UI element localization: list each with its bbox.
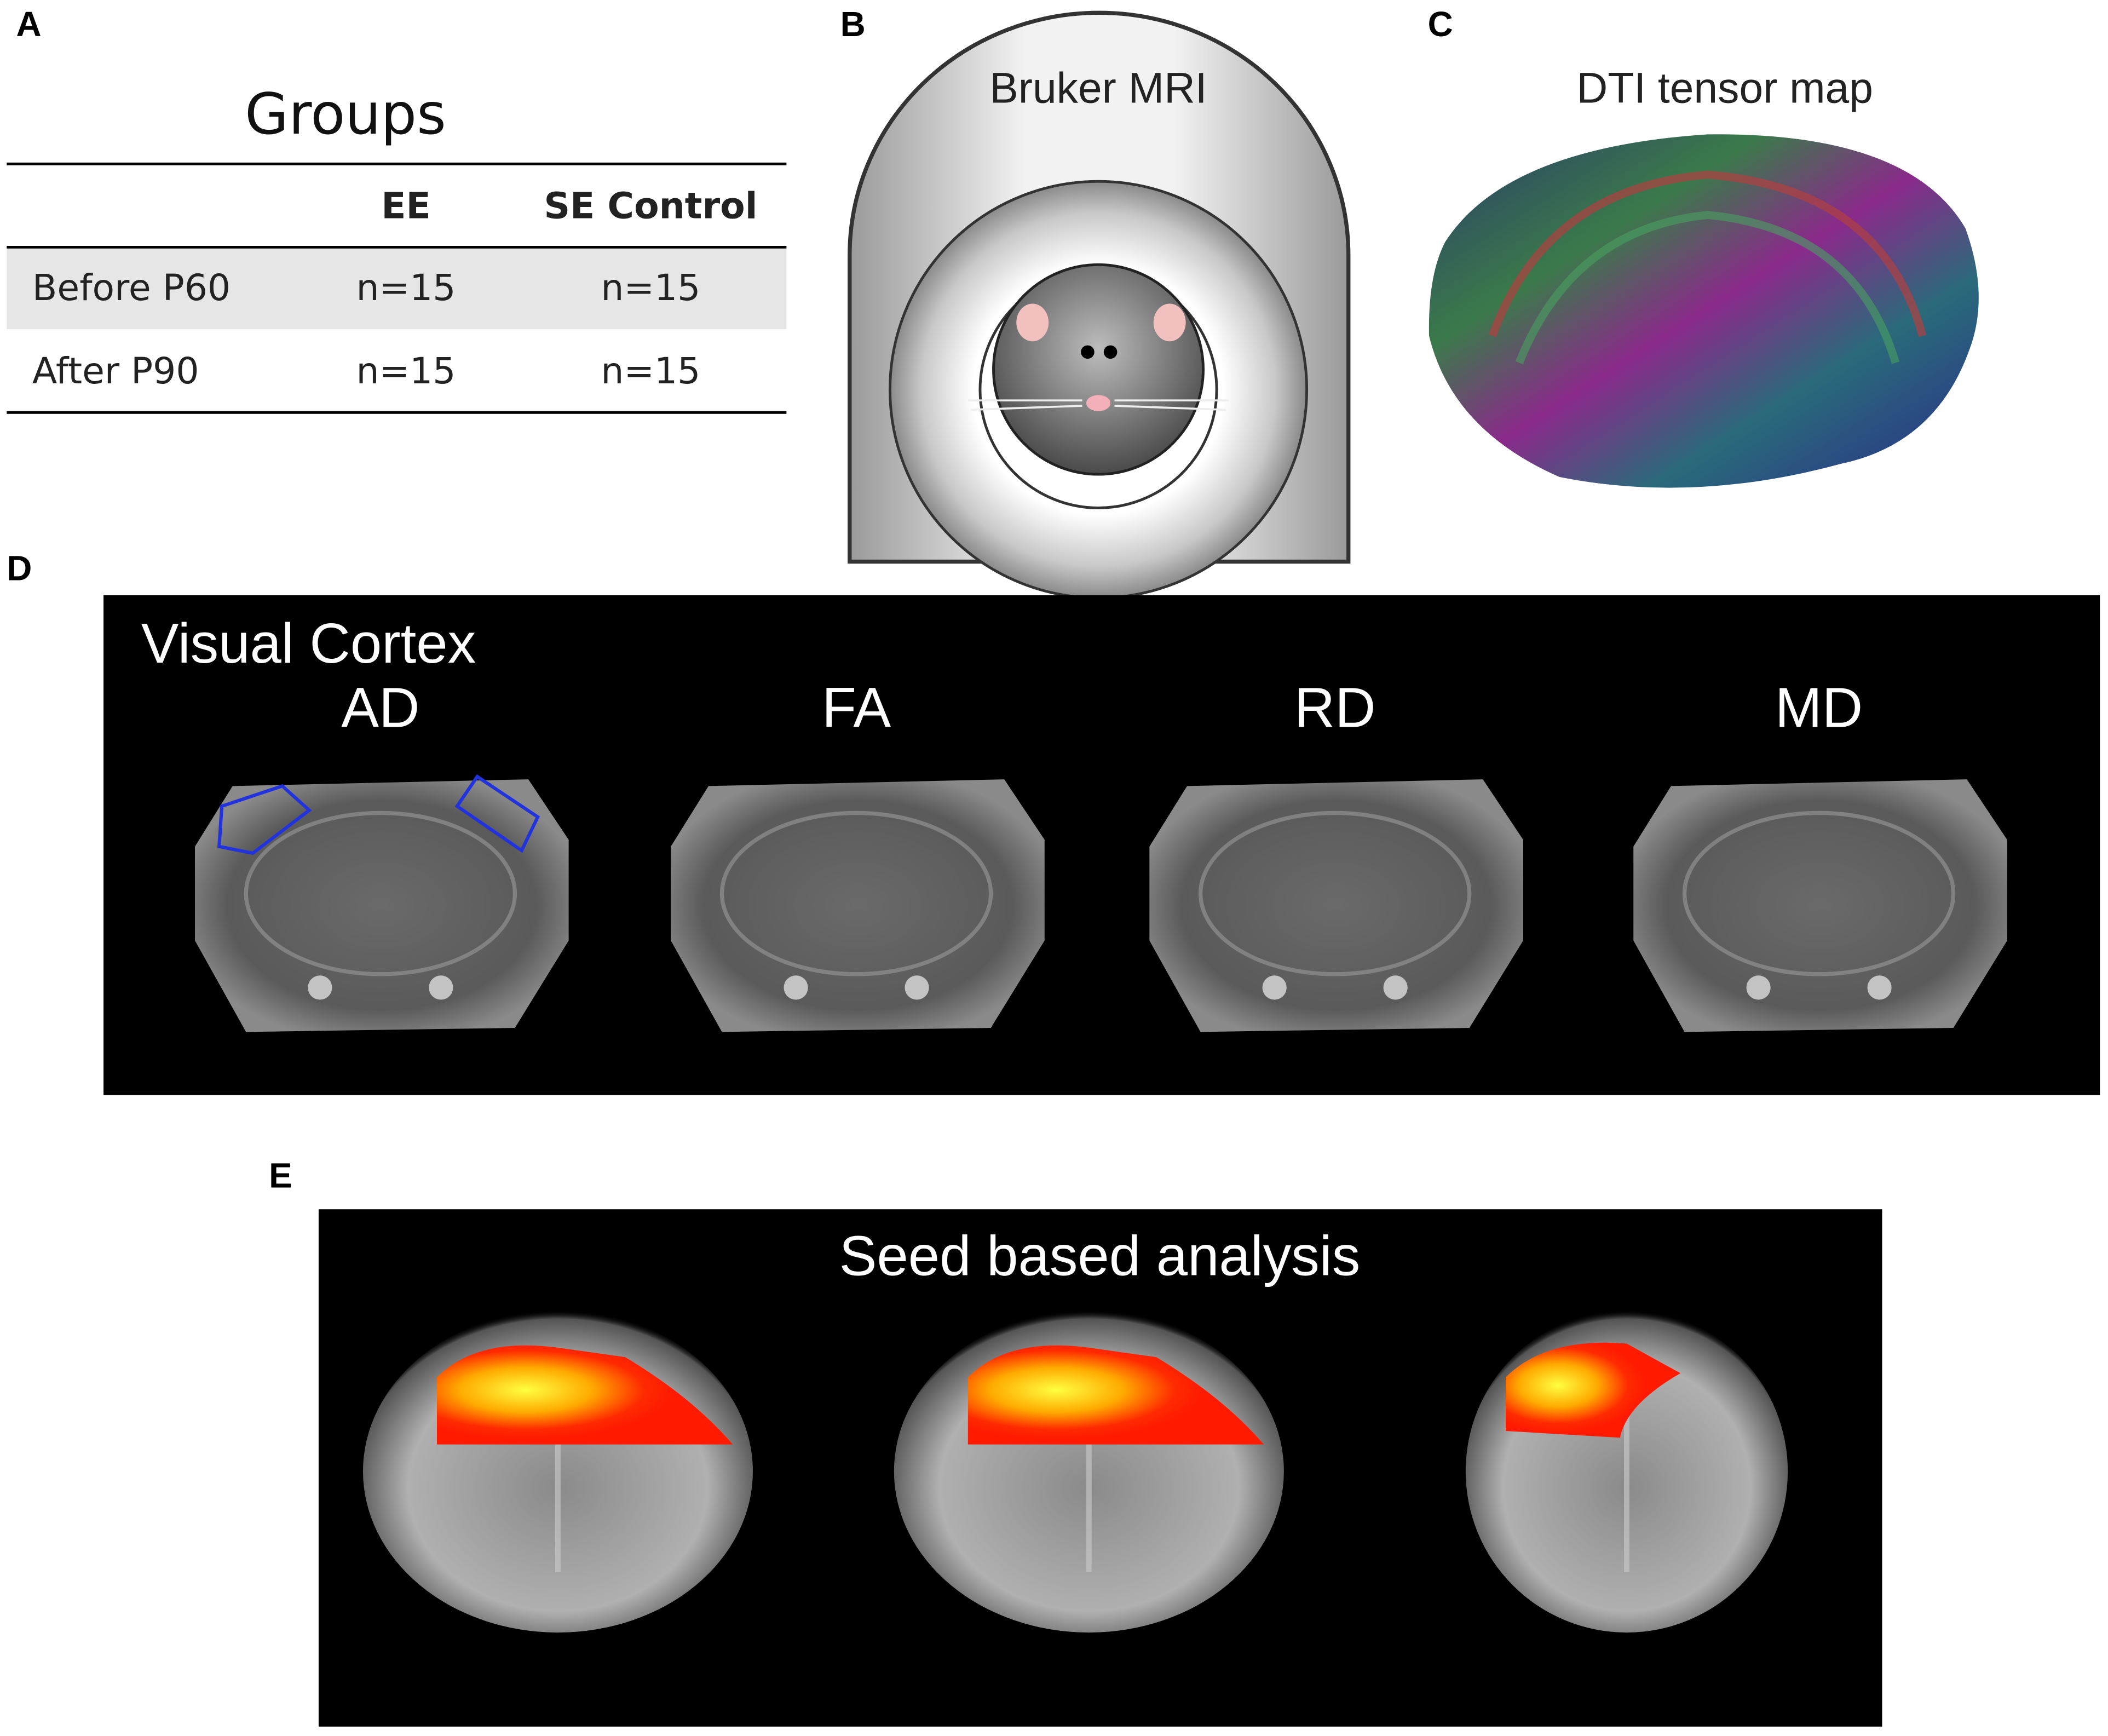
panel-label: E: [269, 1156, 292, 1195]
brain-structure: [719, 810, 993, 976]
table-title: Groups: [245, 82, 446, 147]
brain-structure: [1198, 810, 1472, 976]
tensor-tract: [1488, 170, 1927, 337]
roi-outline: [217, 784, 312, 855]
tensor-map-image: [1429, 134, 1979, 488]
bright-spot: [905, 975, 929, 1000]
table-row-shade: [7, 248, 787, 330]
brain-structure: [1682, 810, 1956, 976]
map-label: FA: [822, 676, 891, 739]
mouse-nose: [1086, 395, 1111, 411]
table-cell: n=15: [601, 349, 700, 392]
bright-spot: [429, 975, 453, 1000]
bright-spot: [1262, 975, 1287, 1000]
bright-spot: [308, 975, 332, 1000]
map-label: RD: [1294, 676, 1376, 739]
tensor-tract: [1515, 211, 1900, 365]
bright-spot: [1867, 975, 1892, 1000]
panel-label: D: [7, 549, 32, 588]
mouse-head: [992, 263, 1205, 476]
brain-slice: [1633, 779, 2007, 1032]
activation: [1506, 1342, 1681, 1438]
mouse-eye: [1081, 345, 1095, 359]
bright-spot: [1383, 975, 1408, 1000]
map-label: AD: [341, 676, 419, 739]
activation: [436, 1345, 733, 1445]
brain-slice: [671, 779, 1045, 1032]
mouse-ear: [1153, 303, 1186, 342]
panel-label: A: [16, 4, 41, 44]
bright-spot: [1746, 975, 1771, 1000]
column-header: SE Control: [544, 184, 757, 227]
brain-slice: [195, 779, 569, 1032]
tensor-map-title: DTI tensor map: [1577, 64, 1873, 112]
map-label: MD: [1775, 676, 1863, 739]
region-label: Visual Cortex: [141, 612, 476, 675]
column-header: EE: [381, 184, 431, 227]
brain-slice: [1149, 779, 1523, 1032]
row-label: After P90: [32, 349, 199, 392]
table-cell: n=15: [356, 266, 456, 309]
table-cell: n=15: [601, 266, 700, 309]
activation: [967, 1345, 1264, 1445]
brain-structure: [244, 810, 517, 976]
bright-spot: [784, 975, 808, 1000]
mouse-eye: [1103, 345, 1118, 359]
panel-label: B: [840, 4, 866, 44]
mouse-ear: [1016, 303, 1049, 342]
whiskers: [967, 399, 1229, 411]
scanner-label: Bruker MRI: [989, 64, 1207, 112]
table-cell: n=15: [356, 349, 456, 392]
roi-outline: [454, 774, 540, 853]
row-label: Before P60: [32, 266, 231, 309]
seed-title: Seed based analysis: [839, 1225, 1361, 1287]
panel-label: C: [1428, 4, 1453, 44]
